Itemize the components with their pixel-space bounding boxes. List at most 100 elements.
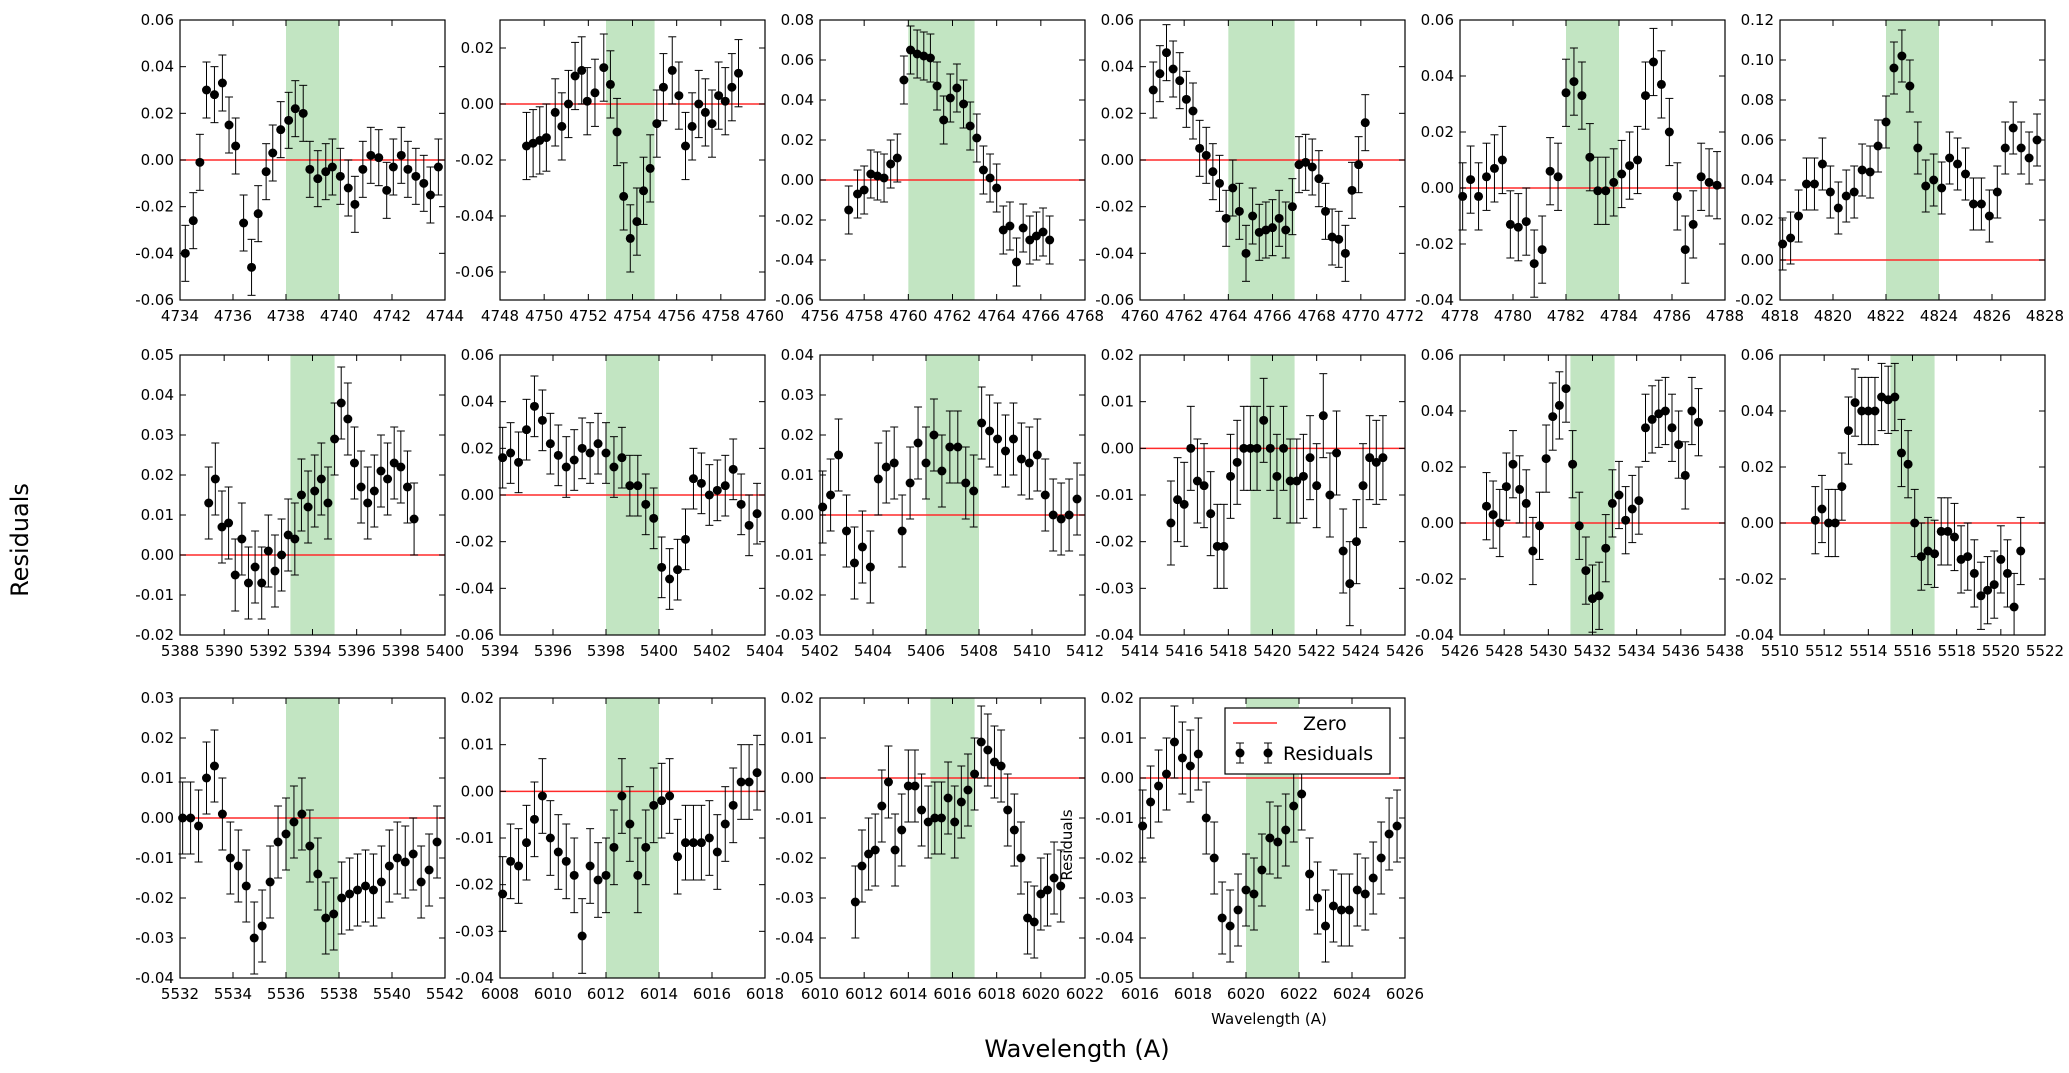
- panel-7-xtick-label: 5392: [249, 642, 287, 660]
- panel-6-point: [1897, 51, 1907, 61]
- panel-3-point: [939, 115, 949, 125]
- panel-12-point: [1890, 392, 1900, 402]
- panel-4-point: [1274, 213, 1284, 223]
- panel-13-point: [384, 861, 394, 871]
- panel-12-xtick-label: 5518: [1938, 642, 1976, 660]
- panel-9-point: [1064, 510, 1074, 520]
- panel-1-point: [217, 78, 227, 88]
- panel-5-point: [1609, 177, 1619, 187]
- panel-3-point: [985, 173, 995, 183]
- panel-5-point: [1466, 175, 1476, 185]
- panel-3-point: [1025, 235, 1035, 245]
- panel-7-point: [343, 414, 353, 424]
- panel-11-xtick-label: 5438: [1706, 642, 1744, 660]
- panel-9-xtick-label: 5408: [960, 642, 998, 660]
- panel-16-point: [1305, 869, 1315, 879]
- panel-4-xtick-label: 4764: [1209, 307, 1247, 325]
- panel-9-ytick-label: -0.03: [775, 626, 814, 644]
- panel-12-point: [1817, 504, 1827, 514]
- panel-3-point: [965, 121, 975, 131]
- panel-10-point: [1259, 415, 1269, 425]
- panel-16-point: [1201, 813, 1211, 823]
- panel-13-xtick-label: 5540: [373, 985, 411, 1003]
- panel-8-xtick-label: 5402: [693, 642, 731, 660]
- panel-11-point: [1554, 400, 1564, 410]
- panel-6-xtick-label: 4826: [1973, 307, 2011, 325]
- panel-12-xtick-label: 5510: [1761, 642, 1799, 660]
- panel-8-point: [649, 513, 659, 523]
- panel-15-ytick-label: -0.04: [775, 929, 814, 947]
- panel-3-xtick-label: 4760: [889, 307, 927, 325]
- panel-14-ytick-label: -0.02: [455, 876, 494, 894]
- panel-5-point: [1561, 88, 1571, 98]
- panel-14-point: [665, 791, 675, 801]
- panel-8-point: [712, 485, 722, 495]
- panel-16-point: [1169, 737, 1179, 747]
- panel-11-ytick-label: 0.06: [1421, 346, 1454, 364]
- panel-10-point: [1378, 453, 1388, 463]
- panel-9-xtick-label: 5404: [854, 642, 892, 660]
- panel-14-ytick-label: 0.01: [461, 736, 494, 754]
- panel-13-point: [361, 881, 370, 891]
- panel-16-point: [1225, 921, 1235, 931]
- panel-5-xtick-label: 4784: [1600, 307, 1638, 325]
- panel-15-xtick-label: 6010: [801, 985, 839, 1003]
- panel-3-point: [1005, 221, 1015, 231]
- panel-8-point: [601, 448, 611, 458]
- panel-14-point: [561, 856, 571, 866]
- panel-11-point: [1495, 518, 1505, 528]
- panel-3-ytick-label: -0.02: [775, 211, 814, 229]
- panel-4-point: [1314, 174, 1324, 184]
- panel-16-point: [1392, 821, 1402, 831]
- panel-12-point: [1936, 526, 1946, 536]
- panel-10-point: [1345, 579, 1355, 589]
- panel-15-point: [996, 761, 1006, 771]
- panel-15-point: [1029, 917, 1039, 927]
- panel-13-point: [241, 881, 251, 891]
- panel-8-xtick-label: 5400: [640, 642, 678, 660]
- panel-15-ytick-label: 0.01: [781, 729, 814, 747]
- panel-1-xtick-label: 4738: [267, 307, 305, 325]
- panel-7-ytick-label: -0.01: [135, 586, 174, 604]
- panel-5-point: [1680, 245, 1690, 255]
- panel-10-ytick-label: -0.01: [1095, 486, 1134, 504]
- panel-1-point: [224, 120, 234, 130]
- panel-5-point: [1593, 186, 1603, 196]
- panel-9-ytick-label: 0.00: [781, 506, 814, 524]
- panel-15-point: [1016, 853, 1026, 863]
- panel-1-point: [195, 157, 205, 167]
- panel-7-xtick-label: 5400: [426, 642, 464, 660]
- panel-2-point: [727, 82, 737, 92]
- panel-11-point: [1647, 414, 1657, 424]
- panel-2-point: [714, 91, 724, 101]
- panel-3-xtick-label: 4766: [1022, 307, 1060, 325]
- panel-2-point: [541, 133, 551, 143]
- panel-13-point: [209, 761, 219, 771]
- panel-8-point: [704, 490, 714, 500]
- panel-10-point: [1312, 481, 1322, 491]
- panel-7-point: [376, 466, 386, 476]
- panel-2-point: [590, 88, 600, 98]
- panel-11-point: [1614, 490, 1624, 500]
- panel-7-point: [323, 498, 333, 508]
- panel-2-xtick-label: 4752: [569, 307, 607, 325]
- panel-3-point: [853, 189, 863, 199]
- panel-1-point: [396, 150, 406, 160]
- panel-8-point: [617, 453, 627, 463]
- panel-13-xtick-label: 5542: [426, 985, 464, 1003]
- panel-11-point: [1607, 498, 1617, 508]
- panel-14-ytick-label: -0.04: [455, 969, 494, 987]
- panel-12-point: [1837, 482, 1847, 492]
- panel-7-point: [330, 434, 340, 444]
- panel-14-xtick-label: 6016: [693, 985, 731, 1003]
- panel-14-point: [673, 852, 683, 862]
- panel-16-point: [1368, 873, 1378, 883]
- panel-12-point: [1870, 406, 1880, 416]
- panel-16-point: [1209, 853, 1219, 863]
- panel-13-point: [233, 861, 243, 871]
- panel-14-point: [522, 838, 531, 848]
- panel-16-point: [1384, 829, 1394, 839]
- panel-13-point: [305, 841, 315, 851]
- panel-7-point: [369, 486, 379, 496]
- panel-10-xtick-label: 5422: [1298, 642, 1336, 660]
